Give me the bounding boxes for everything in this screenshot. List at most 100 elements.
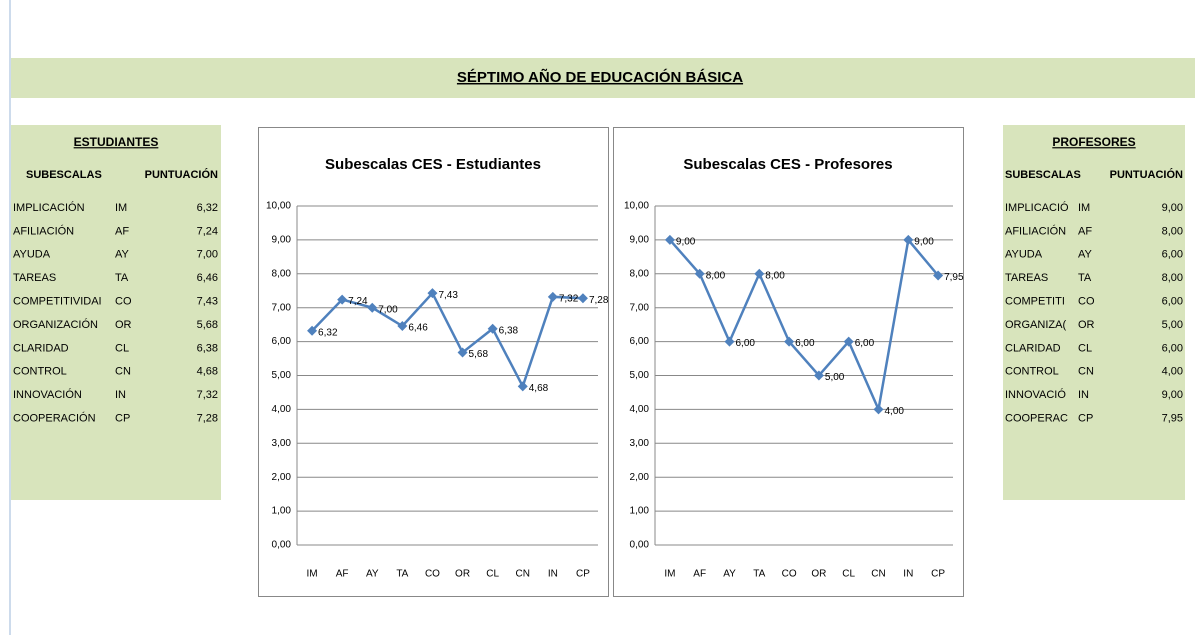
x-tick-label: IN xyxy=(548,569,558,580)
x-tick-label: TA xyxy=(396,569,408,580)
data-label: 7,95 xyxy=(944,272,964,283)
y-tick-label: 2,00 xyxy=(630,472,650,483)
y-tick-label: 4,00 xyxy=(272,404,292,415)
x-tick-label: AF xyxy=(693,569,706,580)
cell-mask xyxy=(1075,269,1105,288)
data-point xyxy=(694,268,705,279)
row-score: 6,00 xyxy=(1162,342,1183,354)
row-score: 5,68 xyxy=(197,319,218,331)
y-tick-label: 7,00 xyxy=(630,302,650,313)
data-point xyxy=(873,404,884,415)
cell-mask xyxy=(1075,292,1105,311)
y-tick-label: 6,00 xyxy=(630,336,650,347)
x-tick-label: AY xyxy=(366,569,379,580)
row-code: CO xyxy=(1078,296,1095,308)
x-tick-label: CP xyxy=(931,569,945,580)
row-code: AY xyxy=(115,249,130,261)
row-score: 8,00 xyxy=(1162,225,1183,237)
row-name: AYUDA xyxy=(1005,249,1043,261)
x-tick-label: CO xyxy=(782,569,797,580)
data-point xyxy=(784,336,795,347)
data-point xyxy=(487,323,498,334)
row-code: CP xyxy=(115,413,130,425)
row-score: 8,00 xyxy=(1162,272,1183,284)
cell-mask xyxy=(112,245,142,264)
data-label: 7,00 xyxy=(378,304,398,315)
y-tick-label: 9,00 xyxy=(630,235,650,246)
y-tick-label: 5,00 xyxy=(272,370,292,381)
row-name: INNOVACIÓ xyxy=(1005,388,1066,401)
data-point xyxy=(427,288,438,299)
y-tick-label: 1,00 xyxy=(630,506,650,517)
column-header: PUNTUACIÓN xyxy=(145,168,218,181)
y-tick-label: 5,00 xyxy=(630,370,650,381)
column-header: PUNTUACIÓN xyxy=(1110,168,1183,181)
data-point xyxy=(337,294,348,305)
column-header: SUBESCALAS xyxy=(26,169,102,181)
y-tick-label: 8,00 xyxy=(272,268,292,279)
x-tick-label: OR xyxy=(455,569,470,580)
data-label: 7,28 xyxy=(589,295,609,306)
data-point xyxy=(933,270,944,281)
y-tick-label: 9,00 xyxy=(272,235,292,246)
row-name: TAREAS xyxy=(1005,272,1048,284)
row-name: ORGANIZACIÓN xyxy=(13,318,98,331)
x-tick-label: IN xyxy=(903,569,913,580)
chart-box xyxy=(258,127,609,597)
row-code: CL xyxy=(1078,342,1092,354)
row-score: 7,28 xyxy=(197,413,218,425)
y-tick-label: 8,00 xyxy=(630,268,650,279)
row-name: CONTROL xyxy=(1005,366,1059,378)
data-label: 6,00 xyxy=(795,338,815,349)
x-tick-label: IM xyxy=(664,569,675,580)
row-name: AYUDA xyxy=(13,249,51,261)
cell-mask xyxy=(1075,199,1105,217)
data-point xyxy=(813,370,824,381)
data-label: 4,00 xyxy=(885,406,905,417)
cell-mask xyxy=(112,199,142,217)
x-tick-label: AY xyxy=(723,569,736,580)
data-point xyxy=(724,336,735,347)
row-name: COOPERACIÓN xyxy=(13,412,96,425)
data-label: 6,38 xyxy=(499,325,519,336)
column-header: SUBESCALAS xyxy=(1005,169,1081,181)
cell-mask xyxy=(112,409,142,428)
cell-mask xyxy=(112,316,142,334)
row-name: ORGANIZA( xyxy=(1005,319,1066,331)
row-code: TA xyxy=(1078,272,1092,284)
row-score: 4,00 xyxy=(1162,366,1183,378)
data-label: 7,24 xyxy=(348,296,368,307)
cell-mask xyxy=(112,386,142,405)
data-point xyxy=(517,381,528,392)
row-score: 6,00 xyxy=(1162,249,1183,261)
y-tick-label: 3,00 xyxy=(630,438,650,449)
row-score: 5,00 xyxy=(1162,319,1183,331)
cell-mask xyxy=(1075,386,1105,405)
row-code: OR xyxy=(1078,319,1095,331)
data-point xyxy=(397,321,408,332)
x-tick-label: CO xyxy=(425,569,440,580)
y-tick-label: 1,00 xyxy=(272,506,292,517)
row-name: COMPETITIVIDAI xyxy=(13,296,102,308)
data-point xyxy=(843,336,854,347)
row-code: CN xyxy=(115,366,131,378)
x-tick-label: IM xyxy=(306,569,317,580)
data-label: 9,00 xyxy=(676,237,696,248)
data-label: 8,00 xyxy=(765,270,785,281)
table-bg xyxy=(11,125,221,500)
cell-mask xyxy=(112,222,142,241)
row-code: IM xyxy=(1078,202,1090,214)
row-code: CP xyxy=(1078,413,1093,425)
chart-box xyxy=(613,127,964,597)
data-label: 7,32 xyxy=(559,293,579,304)
row-name: AFILIACIÓN xyxy=(13,224,74,237)
row-code: IN xyxy=(1078,389,1089,401)
row-score: 7,43 xyxy=(197,296,218,308)
cell-mask xyxy=(1075,409,1105,428)
cell-mask xyxy=(1075,362,1105,381)
data-point xyxy=(307,325,318,336)
row-score: 9,00 xyxy=(1162,389,1183,401)
row-name: TAREAS xyxy=(13,272,56,284)
series-line xyxy=(311,290,584,390)
